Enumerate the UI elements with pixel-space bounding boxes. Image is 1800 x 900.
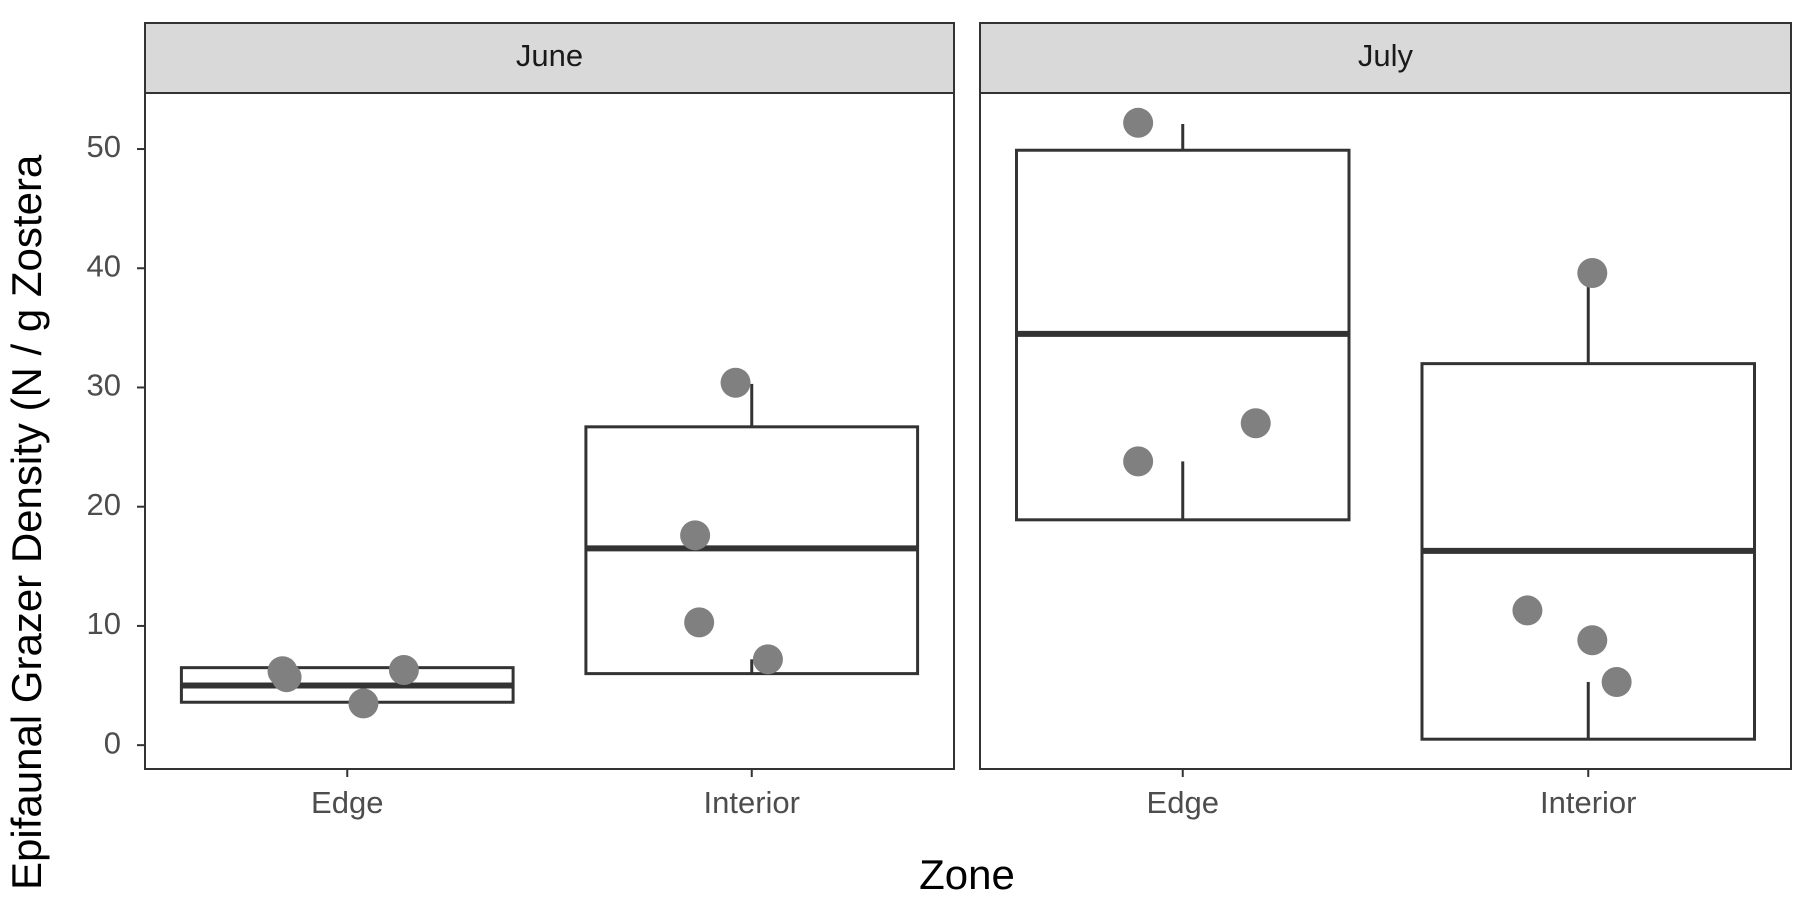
point (1601, 666, 1632, 697)
strip (979, 22, 1792, 94)
point (680, 520, 711, 551)
point (1577, 258, 1608, 289)
panel (144, 92, 955, 770)
strip-label: June (516, 38, 583, 73)
point (271, 662, 302, 693)
y-tick-label: 40 (87, 248, 121, 283)
point (684, 607, 715, 638)
y-axis-label: Epifaunal Grazer Density (N / g Zostera (3, 154, 50, 890)
point (348, 688, 379, 719)
point (752, 644, 783, 675)
y-tick-label: 10 (87, 606, 121, 641)
point (1240, 408, 1271, 439)
x-tick-label: Edge (311, 785, 383, 820)
point (1123, 107, 1154, 138)
y-tick-label: 50 (87, 129, 121, 164)
strip-label: July (1358, 38, 1414, 73)
point (1123, 446, 1154, 477)
panel (979, 92, 1792, 770)
y-tick-label: 20 (87, 487, 121, 522)
y-tick-label: 0 (104, 725, 121, 760)
point (720, 367, 751, 398)
point (1577, 625, 1608, 656)
point (388, 655, 419, 686)
x-axis-label: Zone (919, 851, 1015, 898)
x-tick-label: Interior (1540, 785, 1636, 820)
y-tick-label: 30 (87, 368, 121, 403)
x-tick-label: Interior (704, 785, 800, 820)
point (1512, 595, 1543, 626)
x-tick-label: Edge (1147, 785, 1219, 820)
